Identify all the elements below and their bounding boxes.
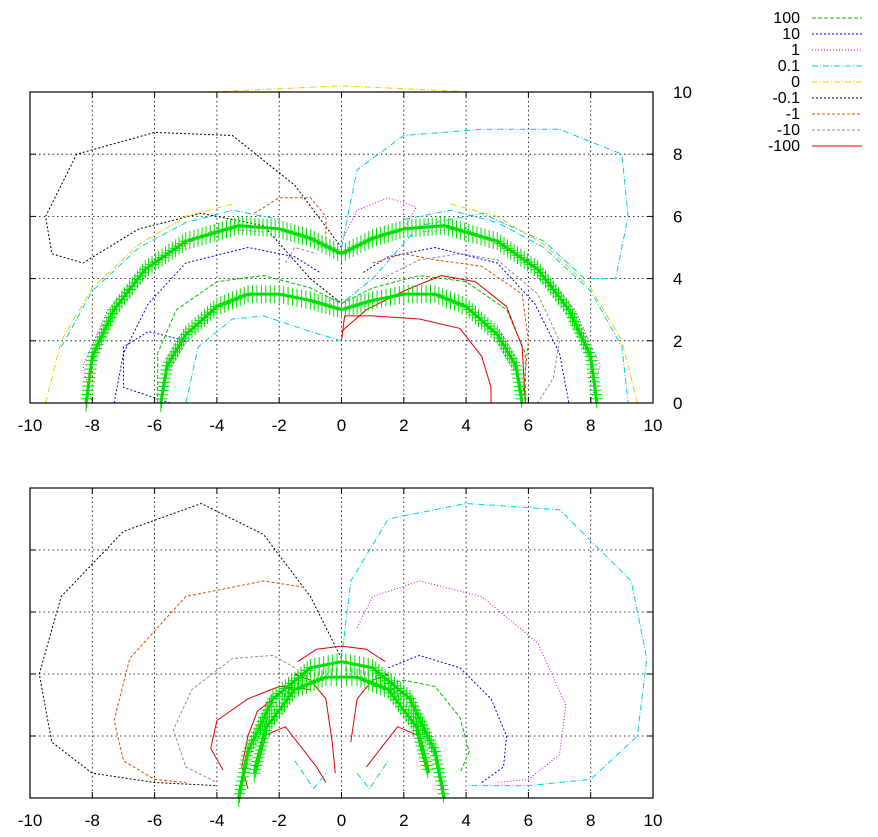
contour-line-0.1 <box>341 502 648 787</box>
contour-line--10 <box>284 246 317 264</box>
legend-label-0.1: 0.1 <box>778 58 800 75</box>
y-tick-label: 8 <box>673 145 682 164</box>
legend-label--1: -1 <box>786 106 800 123</box>
contour-line--0.1 <box>38 502 342 787</box>
legend-label-0: 0 <box>791 74 800 91</box>
legend-label-1: 1 <box>791 42 800 59</box>
legend-label-10: 10 <box>782 26 800 43</box>
contour-line-100 <box>372 679 470 774</box>
contour-line-0.1 <box>356 760 389 790</box>
legend-label-100: 100 <box>773 10 800 27</box>
x-tick-label: 0 <box>337 416 346 435</box>
contour-line-0.1 <box>403 209 629 404</box>
contour-line-1 <box>356 580 567 783</box>
x-tick-label: 4 <box>461 416 470 435</box>
x-tick-label: 10 <box>644 811 663 830</box>
x-tick-label: 2 <box>399 416 408 435</box>
x-tick-label: 8 <box>586 416 595 435</box>
contour-line-10 <box>363 246 570 404</box>
contour-line-10 <box>123 330 186 404</box>
x-tick-label: -10 <box>18 811 43 830</box>
contour-line-0 <box>45 203 233 404</box>
contour-line--0.1 <box>45 131 342 304</box>
contour-line-0.1 <box>185 315 342 404</box>
x-tick-label: -4 <box>209 811 224 830</box>
x-tick-label: 2 <box>399 811 408 830</box>
x-tick-label: 6 <box>524 416 533 435</box>
contour-line--10 <box>172 654 296 783</box>
x-tick-label: -2 <box>272 416 287 435</box>
y-tick-label: 2 <box>673 332 682 351</box>
contour-line-0 <box>210 85 473 93</box>
x-tick-label: -2 <box>272 811 287 830</box>
y-tick-label: 4 <box>673 270 682 289</box>
thick-band-ticks <box>154 285 528 412</box>
contour-line-10 <box>113 246 320 404</box>
contour-line-0.1 <box>341 128 629 304</box>
contour-line-0.1 <box>60 209 280 348</box>
contour-line--100 <box>294 673 336 774</box>
thick-band-ticks <box>80 216 603 412</box>
contour-line-100 <box>157 274 342 403</box>
legend-label--100: -100 <box>768 138 800 155</box>
contour-line--10 <box>381 253 561 404</box>
x-tick-label: -4 <box>209 416 224 435</box>
y-tick-label: 10 <box>673 83 692 102</box>
x-tick-label: 10 <box>644 416 663 435</box>
contour-line--100 <box>210 685 311 771</box>
x-tick-label: -6 <box>147 811 162 830</box>
contour-line--1 <box>113 580 305 783</box>
x-tick-label: -6 <box>147 416 162 435</box>
bottom-contour-panel: -10 -8 -6 -4 -2 0 2 4 6 8 10 <box>18 487 663 830</box>
top-contour-panel: -10 -8 -6 -4 -2 0 2 4 6 8 10 0 2 4 6 8 10 <box>18 83 692 435</box>
x-tick-label: 4 <box>461 811 470 830</box>
contour-line-10 <box>388 654 508 783</box>
contour-line-0.1 <box>294 760 327 790</box>
x-tick-label: -8 <box>85 811 100 830</box>
contour-line--100 <box>297 645 386 663</box>
legend-label--0.1: -0.1 <box>772 90 800 107</box>
legend-label--10: -10 <box>777 122 800 139</box>
contour-line--1 <box>372 253 529 404</box>
x-tick-label: 6 <box>524 811 533 830</box>
x-tick-label: 0 <box>337 811 346 830</box>
x-tick-label: -10 <box>18 416 43 435</box>
x-tick-label: -8 <box>85 416 100 435</box>
x-tick-label: 8 <box>586 811 595 830</box>
contour-line--100 <box>350 673 389 743</box>
y-tick-label: 0 <box>673 394 682 413</box>
contour-line--1 <box>254 197 327 248</box>
contour-line--100 <box>341 315 492 403</box>
contour-line-0 <box>450 203 638 404</box>
thick-band-ticks <box>248 668 434 783</box>
y-tick-label: 6 <box>673 207 682 226</box>
